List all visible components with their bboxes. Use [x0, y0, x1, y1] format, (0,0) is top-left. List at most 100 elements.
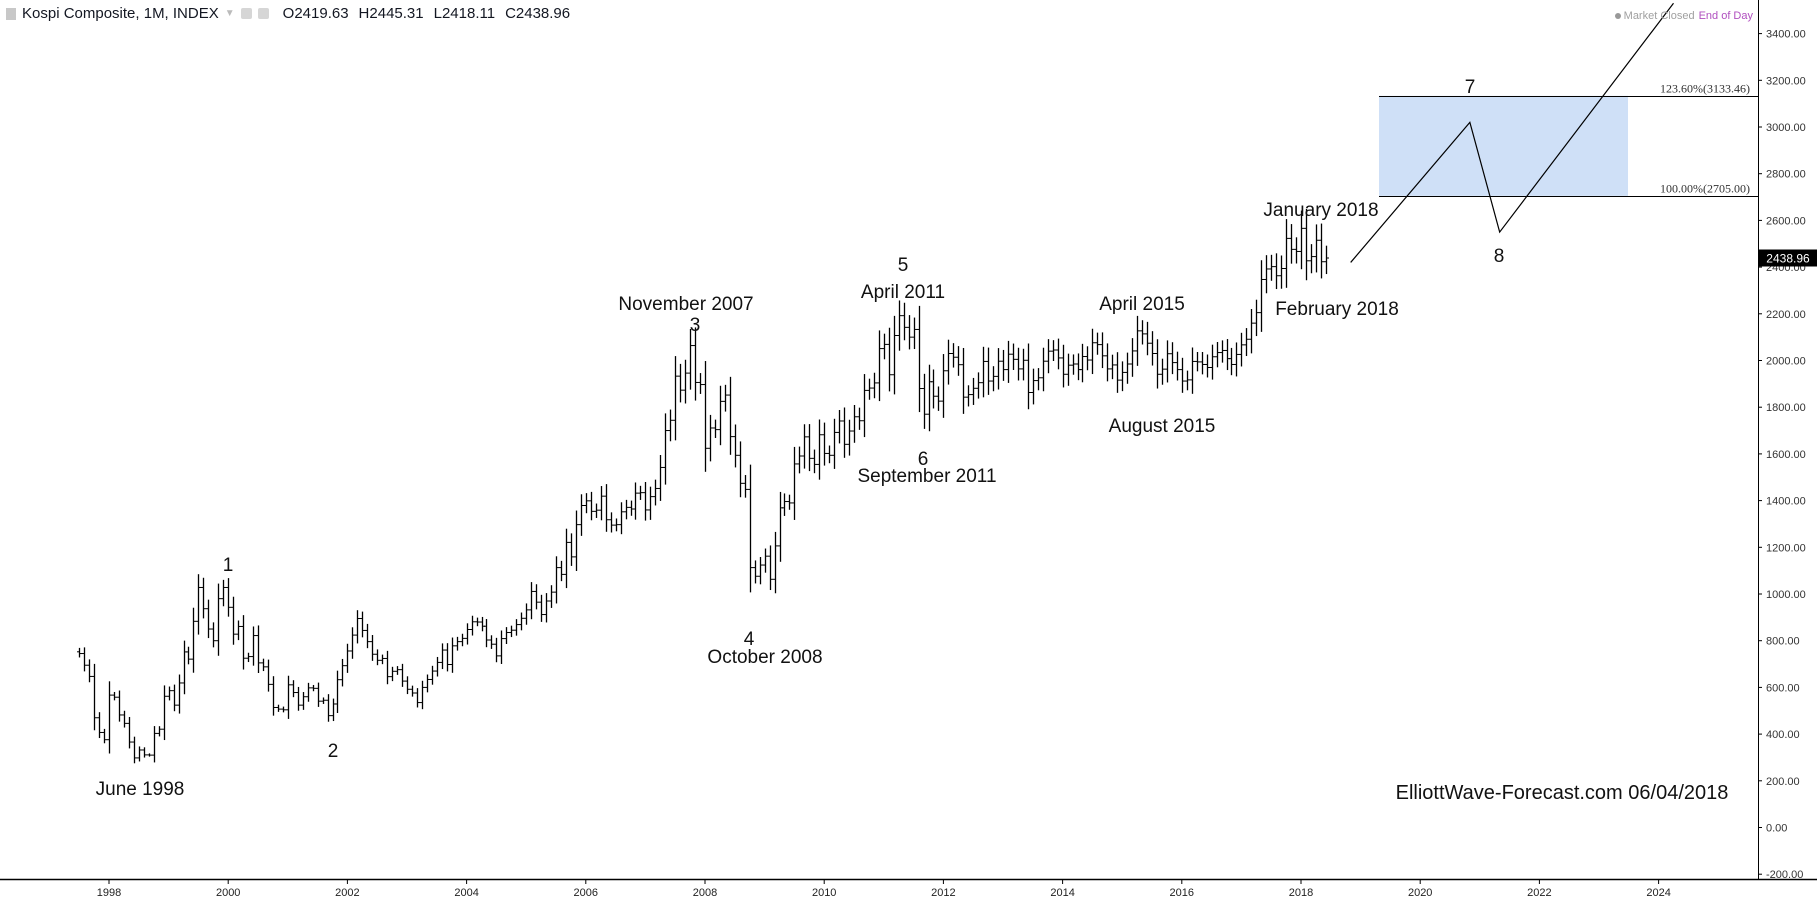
- price-bar: [127, 716, 132, 749]
- price-bar: [201, 577, 206, 619]
- x-tick-label: 2024: [1646, 887, 1670, 899]
- price-bar: [544, 593, 549, 623]
- price-bar: [340, 658, 345, 687]
- price-bar: [1220, 340, 1225, 363]
- price-bar: [847, 419, 852, 456]
- y-tick-label: 1000.00: [1766, 589, 1806, 601]
- price-bar: [306, 682, 311, 702]
- price-bar: [822, 422, 827, 466]
- y-tick-label: 1800.00: [1766, 402, 1806, 414]
- market-closed-label: Market Closed: [1623, 10, 1695, 22]
- price-bar: [489, 635, 494, 649]
- x-axis[interactable]: 1998 2000 2002 2004 2006 2008 2010 2012 2014 2016…: [97, 880, 1671, 899]
- price-bar: [460, 633, 465, 647]
- annotation-wave-8: 8: [1494, 246, 1505, 267]
- price-bar: [698, 373, 703, 394]
- annotation-wave-2: 2: [328, 741, 339, 762]
- price-bar: [92, 663, 97, 731]
- price-bar: [758, 556, 763, 585]
- y-tick-label: 1600.00: [1766, 449, 1806, 461]
- open-value: O2419.63: [282, 5, 349, 22]
- x-tick-label: 2014: [1050, 887, 1074, 899]
- price-bar: [221, 579, 226, 607]
- price-bar: [589, 491, 594, 521]
- price-bar: [1080, 343, 1085, 383]
- gear-icon[interactable]: [257, 8, 269, 19]
- price-bar: [966, 385, 971, 407]
- price-bar: [559, 560, 564, 582]
- price-bar: [430, 665, 435, 685]
- x-tick-label: 2004: [454, 887, 478, 899]
- price-bar: [509, 625, 514, 638]
- price-bar: [241, 615, 246, 670]
- price-bar: [82, 647, 87, 672]
- price-bar: [857, 407, 862, 430]
- price-bar: [1076, 353, 1081, 381]
- price-bar: [1279, 255, 1284, 289]
- price-bar: [162, 685, 167, 741]
- price-bar: [778, 491, 783, 562]
- price-bar: [619, 502, 624, 535]
- price-bar: [231, 596, 236, 645]
- price-bar: [658, 454, 663, 501]
- price-bar: [569, 533, 574, 566]
- price-bar: [380, 654, 385, 665]
- y-tick-label: 600.00: [1766, 682, 1800, 694]
- price-bar: [1031, 368, 1036, 405]
- status-dot-icon: [1614, 13, 1621, 20]
- y-axis[interactable]: 3400.003200.003000.002800.002600.002400.…: [1758, 29, 1806, 882]
- price-bar: [817, 419, 822, 480]
- price-bar: [1304, 208, 1309, 281]
- price-bar: [281, 706, 286, 713]
- price-bar: [1185, 370, 1190, 391]
- price-bar: [907, 315, 912, 350]
- price-bar: [802, 424, 807, 469]
- price-bar: [688, 329, 693, 390]
- price-bar: [678, 363, 683, 403]
- annotation-wave-3: 3: [690, 315, 701, 336]
- price-bar: [991, 366, 996, 392]
- price-bar: [852, 404, 857, 443]
- price-bar: [708, 414, 713, 462]
- symbol-title[interactable]: Kospi Composite, 1M, INDEX: [22, 5, 219, 22]
- price-bar: [733, 424, 738, 468]
- price-bar: [1155, 339, 1160, 389]
- price-bar: [102, 728, 107, 744]
- annotation-wave-6: 6: [918, 449, 929, 470]
- price-bar: [807, 424, 812, 472]
- price-bar: [892, 315, 897, 395]
- chevron-down-icon[interactable]: ▼: [224, 8, 235, 19]
- visibility-icon[interactable]: [240, 8, 252, 19]
- price-bar: [827, 445, 832, 464]
- price-bar: [365, 623, 370, 649]
- price-bar: [271, 676, 276, 716]
- price-bar: [1130, 338, 1135, 377]
- x-tick-label: 2002: [335, 887, 359, 899]
- price-bar: [902, 302, 907, 341]
- price-bar: [1239, 332, 1244, 367]
- price-bar: [638, 485, 643, 500]
- collapse-icon[interactable]: [6, 7, 16, 20]
- price-bar: [668, 409, 673, 442]
- fib-label: 123.60%(3133.46): [1660, 82, 1750, 96]
- y-tick-label: 200.00: [1766, 776, 1800, 788]
- price-bar: [1056, 338, 1061, 370]
- price-bar: [549, 585, 554, 608]
- price-bar: [1234, 342, 1239, 377]
- price-bar: [360, 611, 365, 638]
- price-bar: [1105, 343, 1110, 382]
- price-bar: [256, 625, 261, 674]
- price-bar: [1046, 339, 1051, 374]
- annotation-feb-2018: February 2018: [1275, 299, 1399, 320]
- price-bar: [375, 649, 380, 666]
- price-bar: [1244, 328, 1249, 357]
- price-bar: [167, 686, 172, 701]
- price-bar: [773, 531, 778, 594]
- price-bar: [1294, 237, 1299, 264]
- price-bar: [787, 494, 792, 510]
- price-bar: [1254, 299, 1259, 337]
- price-bar: [683, 359, 688, 404]
- price-bar: [971, 377, 976, 405]
- price-bar: [1150, 331, 1155, 366]
